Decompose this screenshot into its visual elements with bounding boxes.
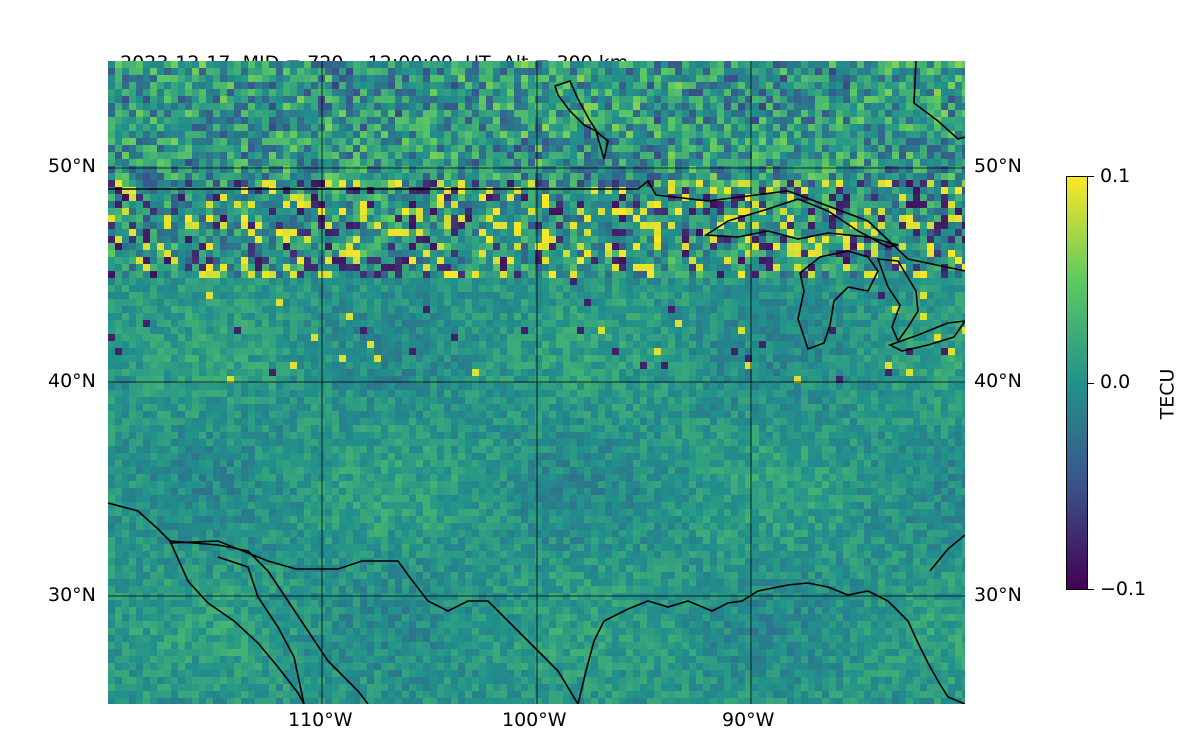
map-overlay — [108, 61, 965, 704]
lake-erie — [887, 320, 965, 352]
colorbar-title: TECU — [1156, 368, 1179, 420]
colorbar-tick-zero — [1088, 383, 1094, 384]
coastlines — [108, 61, 965, 704]
lat-label-right-50n: 50°N — [974, 155, 1022, 177]
colorbar-tick-min — [1088, 589, 1094, 590]
lon-label-100w: 100°W — [502, 709, 567, 731]
us-mexico-border — [169, 540, 579, 704]
lon-label-110w: 110°W — [288, 709, 353, 731]
lake-michigan — [797, 250, 879, 351]
lake-superior — [703, 198, 899, 248]
tec-map — [108, 61, 965, 704]
baja-california — [217, 556, 305, 704]
gulf-of-california — [169, 540, 369, 704]
colorbar — [1066, 176, 1088, 590]
colorbar-label-max: 0.1 — [1100, 165, 1131, 187]
gridlines — [108, 61, 965, 704]
us-canada-border — [108, 179, 965, 272]
lat-label-left-50n: 50°N — [48, 155, 96, 177]
lat-label-left-40n: 40°N — [48, 370, 96, 392]
colorbar-label-zero: 0.0 — [1100, 371, 1131, 393]
lat-label-left-30n: 30°N — [48, 584, 96, 606]
colorbar-tick-max — [1088, 176, 1094, 177]
hudson-bay-coast — [553, 80, 609, 160]
colorbar-label-min: −0.1 — [1100, 578, 1147, 600]
lat-label-right-40n: 40°N — [974, 370, 1022, 392]
florida-peninsula — [929, 534, 965, 572]
gulf-coast — [577, 582, 965, 704]
northeast-coast — [913, 61, 965, 140]
lake-huron — [876, 258, 919, 343]
lon-label-90w: 90°W — [722, 709, 775, 731]
lat-label-right-30n: 30°N — [974, 584, 1022, 606]
pacific-coast — [108, 502, 305, 704]
